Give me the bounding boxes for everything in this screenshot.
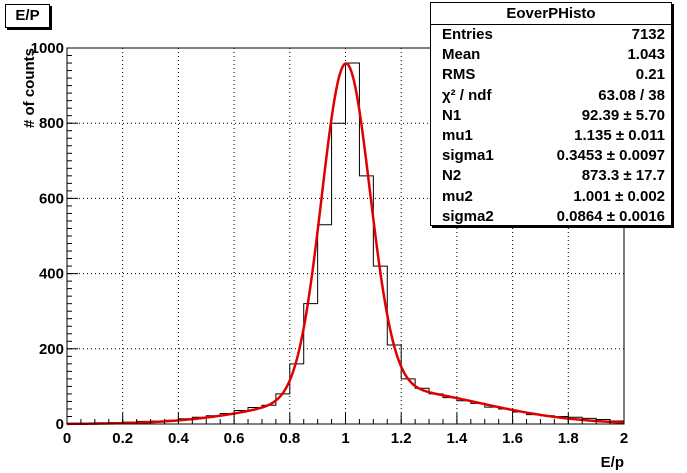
stats-value: 1.135 ± 0.011	[574, 126, 665, 144]
y-tick-label: 400	[39, 266, 64, 283]
stats-key: mu2	[442, 187, 473, 205]
x-tick-label: 1.2	[391, 430, 412, 447]
stats-value: 873.3 ± 17.7	[581, 167, 665, 185]
stats-row: N2 873.3 ± 17.7	[431, 166, 671, 186]
x-tick-label: 0.4	[168, 430, 190, 447]
y-tick-label: 200	[39, 341, 64, 358]
y-tick-label: 800	[39, 115, 64, 132]
y-tick-label: 0	[56, 416, 64, 433]
stats-row: Mean 1.043	[431, 45, 671, 65]
stats-box: EoverPHisto Entries 7132 Mean 1.043 RMS 0.21 χ…	[430, 2, 672, 226]
stats-row: sigma1 0.3453 ± 0.0097	[431, 146, 671, 166]
stats-key: RMS	[442, 66, 476, 84]
stats-key: N2	[442, 167, 462, 185]
histogram-title: E/P	[5, 4, 50, 28]
stats-value: 0.21	[635, 66, 665, 84]
stats-row: RMS 0.21	[431, 65, 671, 85]
stats-row: mu2 1.001 ± 0.002	[431, 187, 671, 207]
x-tick-label: 1	[341, 430, 349, 447]
x-tick-label: 0.6	[224, 430, 245, 447]
stats-key: mu1	[442, 126, 473, 144]
stats-value: 7132	[631, 26, 665, 43]
stats-value: 1.001 ± 0.002	[573, 187, 665, 205]
x-tick-label: 1.8	[558, 430, 579, 447]
stats-value: 0.3453 ± 0.0097	[556, 147, 665, 165]
stats-key: Mean	[442, 46, 481, 64]
axes: 0 0.2 0.4 0.6 0.8 1 1.2 1.4 1.6 1.8 2 0 200 400 600 800…	[31, 40, 629, 447]
stats-key: sigma1	[442, 147, 494, 165]
stats-row: N1 92.39 ± 5.70	[431, 106, 671, 126]
x-tick-label: 0.8	[279, 430, 300, 447]
fit-curve	[67, 62, 625, 426]
x-tick-label: 0	[63, 430, 71, 447]
x-axis-title: E/p	[601, 454, 624, 471]
stats-value: 0.0864 ± 0.0016	[556, 207, 665, 225]
stats-title: EoverPHisto	[431, 3, 671, 25]
x-tick-label: 1.4	[446, 430, 468, 447]
stats-rows: Entries 7132 Mean 1.043 RMS 0.21 χ² / ndf 63.08…	[431, 25, 671, 227]
stats-row: sigma2 0.0864 ± 0.0016	[431, 207, 671, 227]
x-tick-label: 0.2	[112, 430, 133, 447]
stats-key: χ² / ndf	[442, 86, 492, 104]
stats-value: 92.39 ± 5.70	[581, 106, 665, 124]
x-tick-label: 2	[620, 430, 628, 447]
x-tick-label: 1.6	[502, 430, 523, 447]
y-tick-label: 600	[39, 190, 64, 207]
stats-key: N1	[442, 106, 462, 124]
stats-value: 1.043	[627, 46, 665, 64]
stats-row: Entries 7132	[431, 25, 671, 45]
stats-key: Entries	[442, 26, 493, 43]
stats-key: sigma2	[442, 207, 494, 225]
stats-row: χ² / ndf 63.08 / 38	[431, 86, 671, 106]
stats-row: mu1 1.135 ± 0.011	[431, 126, 671, 146]
y-axis-title: # of counts	[21, 48, 38, 128]
stats-value: 63.08 / 38	[598, 86, 665, 104]
y-tick-label: 1000	[31, 40, 64, 57]
